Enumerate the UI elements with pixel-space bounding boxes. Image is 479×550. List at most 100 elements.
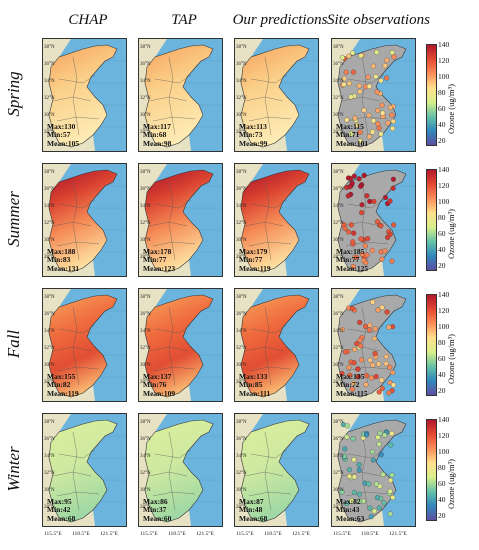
province-border (248, 491, 292, 497)
site-dot (374, 89, 380, 95)
site-dot (378, 223, 384, 229)
latitude-tick: 34°N (236, 329, 247, 334)
site-dot (388, 477, 394, 483)
province-border (361, 431, 369, 511)
site-dot (390, 382, 397, 388)
stats-box: Max:115 Min:71 Mean:101 (336, 122, 368, 149)
site-dot (344, 423, 350, 429)
province-border (152, 491, 196, 497)
province-border (341, 96, 381, 102)
site-dot (353, 254, 360, 260)
site-dot (344, 434, 350, 440)
site-dot (387, 198, 393, 204)
province-border (248, 116, 292, 122)
longitude-tick: 118.5°E (72, 531, 90, 537)
stat-min: Min:77 (143, 255, 167, 264)
stat-max: Max:133 (239, 371, 268, 381)
stat-min: Min:71 (336, 130, 360, 139)
map-svg (235, 414, 318, 526)
latitude-tick: 30°N (44, 363, 55, 368)
latitude-tick: 32°N (236, 221, 247, 226)
site-dot (382, 63, 388, 69)
site-dot (379, 377, 385, 383)
site-dot (366, 481, 372, 487)
latitude-tick: 38°N (333, 170, 344, 175)
latitude-tick: 32°N (44, 96, 55, 101)
latitude-tick: 28°N (140, 380, 151, 385)
site-dot (346, 80, 352, 87)
province-border (52, 471, 92, 477)
study-region (48, 419, 118, 523)
row-label-summer: Summer (4, 191, 23, 247)
site-dot (346, 364, 352, 370)
stat-mean: Mean:119 (239, 263, 271, 273)
site-dot (390, 370, 396, 376)
colorbar-tick: 100 (438, 197, 450, 206)
latitude-tick: 30°N (333, 488, 344, 493)
colorbar-title: Ozone (ug/m³) (446, 459, 456, 509)
site-dot (355, 366, 361, 372)
province-border (148, 346, 188, 352)
latitude-tick: 30°N (236, 238, 247, 243)
map-svg (43, 414, 126, 526)
stat-min: Min:72 (336, 380, 360, 389)
longitude-tick: 115.5°E (333, 531, 351, 537)
latitude-tick: 32°N (44, 346, 55, 351)
colorbar-tick: 40 (438, 245, 446, 254)
site-dot (379, 102, 385, 108)
site-dot (351, 489, 357, 496)
province-border (244, 471, 284, 477)
stat-min: Min:37 (143, 505, 167, 514)
site-dot (365, 236, 371, 242)
stat-min: Min:73 (239, 130, 263, 139)
site-dot (345, 193, 351, 199)
stats-box: Max:86 Min:37 Mean:60 (143, 497, 171, 524)
site-dot (346, 53, 352, 59)
colorbar-tick: 140 (438, 415, 450, 424)
surrounding-land (332, 39, 384, 151)
stat-min: Min:42 (47, 505, 71, 514)
site-dot (376, 505, 382, 511)
site-dot (387, 364, 393, 370)
site-dot (380, 110, 386, 116)
site-dot (357, 498, 363, 504)
stats-box: Max:188 Min:83 Mean:131 (47, 247, 79, 274)
site-dot (379, 304, 385, 310)
latitude-tick: 28°N (333, 255, 344, 260)
map-svg (332, 39, 415, 151)
map-svg (43, 164, 126, 276)
site-dot (375, 107, 381, 114)
site-dot (365, 74, 371, 80)
study-region (144, 169, 214, 273)
column-header-pred: Our predictions (232, 12, 328, 28)
latitude-tick: 32°N (140, 96, 151, 101)
surrounding-land (43, 289, 95, 401)
site-dot (368, 375, 375, 381)
colorbar-title: Ozone (ug/m³) (446, 209, 456, 259)
latitude-tick: 36°N (236, 312, 247, 317)
latitude-tick: 34°N (333, 329, 344, 334)
surrounding-land (235, 414, 287, 526)
stat-min: Min:43 (336, 505, 360, 514)
province-border (72, 56, 80, 136)
stat-mean: Mean:123 (143, 263, 176, 273)
map-svg (332, 414, 415, 526)
map-svg (332, 164, 415, 276)
stats-box: Max:133 Min:85 Mean:111 (239, 371, 270, 399)
stat-mean: Mean:63 (336, 513, 365, 523)
map-svg (235, 289, 318, 401)
site-dot (348, 498, 355, 504)
map-panel-fall-site: 38°N 36°N 34°N 32°N 30°N 28°N Max:135 Min:72 Mea… (331, 288, 416, 402)
latitude-tick: 36°N (236, 62, 247, 67)
latitude-tick: 28°N (44, 380, 55, 385)
stat-min: Min:76 (143, 380, 167, 389)
site-dot (341, 81, 347, 87)
latitude-tick: 38°N (236, 420, 247, 425)
site-dot (357, 129, 363, 135)
stat-max: Max:137 (143, 371, 172, 381)
site-dot (389, 472, 395, 478)
site-dot (339, 371, 345, 377)
map-svg (139, 164, 222, 276)
site-dot (351, 457, 357, 463)
site-dot (346, 229, 352, 235)
